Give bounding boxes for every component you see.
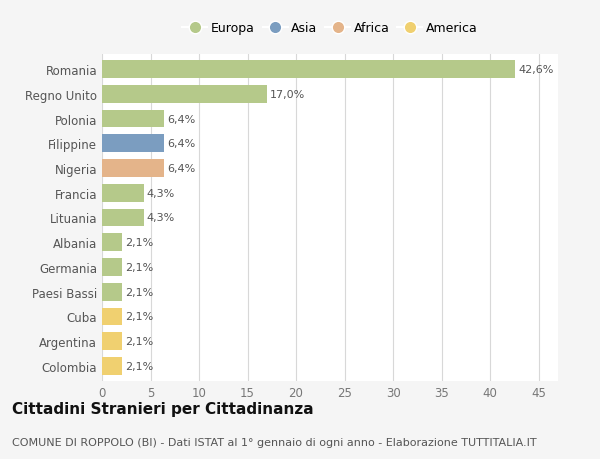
Bar (102, 283, 122, 301)
Bar (102, 357, 122, 375)
Bar (102, 234, 122, 252)
Text: Cittadini Stranieri per Cittadinanza: Cittadini Stranieri per Cittadinanza (12, 401, 314, 416)
Text: 2,1%: 2,1% (125, 263, 154, 272)
Text: 17,0%: 17,0% (270, 90, 305, 100)
Text: 2,1%: 2,1% (125, 361, 154, 371)
Text: 6,4%: 6,4% (167, 114, 195, 124)
Legend: Europa, Asia, Africa, America: Europa, Asia, Africa, America (182, 22, 478, 35)
Text: 2,1%: 2,1% (125, 312, 154, 322)
Bar (102, 61, 515, 79)
Text: 42,6%: 42,6% (518, 65, 554, 75)
Bar (102, 160, 164, 178)
Text: 4,3%: 4,3% (146, 188, 175, 198)
Text: 2,1%: 2,1% (125, 336, 154, 347)
Bar (102, 185, 144, 202)
Text: 4,3%: 4,3% (146, 213, 175, 223)
Bar (102, 333, 122, 350)
Bar (102, 209, 144, 227)
Text: 6,4%: 6,4% (167, 139, 195, 149)
Bar (102, 308, 122, 326)
Bar (102, 135, 164, 153)
Text: 2,1%: 2,1% (125, 238, 154, 248)
Bar (102, 110, 164, 128)
Text: COMUNE DI ROPPOLO (BI) - Dati ISTAT al 1° gennaio di ogni anno - Elaborazione TU: COMUNE DI ROPPOLO (BI) - Dati ISTAT al 1… (12, 437, 536, 447)
Bar (102, 86, 267, 103)
Text: 6,4%: 6,4% (167, 164, 195, 174)
Text: 2,1%: 2,1% (125, 287, 154, 297)
Bar (102, 258, 122, 276)
